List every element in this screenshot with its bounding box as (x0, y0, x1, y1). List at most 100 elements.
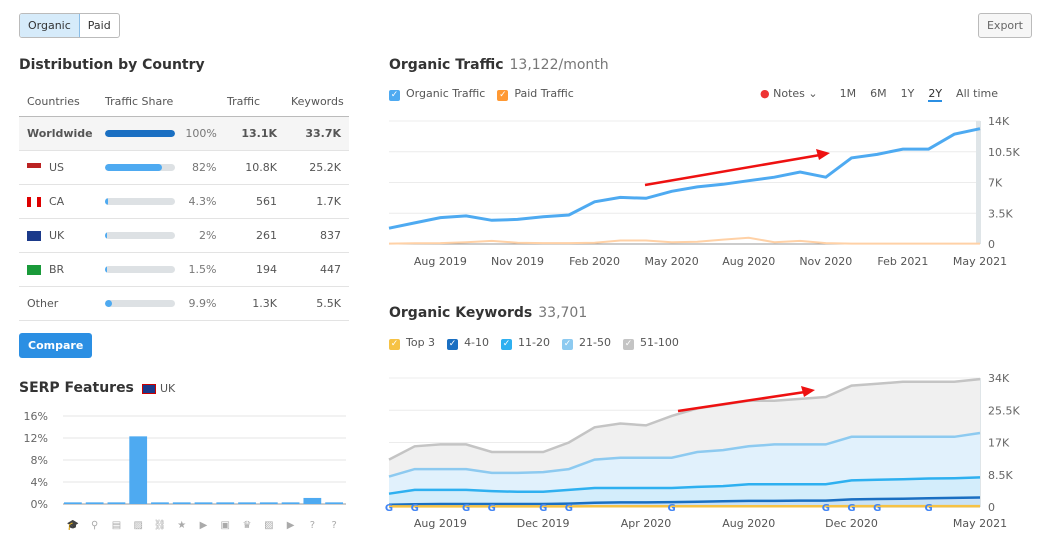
range-all-time[interactable]: All time (956, 87, 999, 100)
tab-organic[interactable]: Organic (20, 14, 80, 37)
paid-traffic-line (388, 236, 980, 245)
country-name: US (49, 160, 65, 174)
note-icon: ● (760, 87, 770, 100)
legend-top-3[interactable]: ✓ Top 3 (389, 336, 435, 350)
x-tick-label: Dec 2019 (517, 517, 570, 530)
notes-button[interactable]: ● Notes ⌄ (760, 87, 818, 100)
local-pack-icon: ⚲ (91, 520, 98, 531)
compare-button[interactable]: Compare (19, 333, 93, 358)
traffic-value[interactable]: 561 (227, 184, 285, 219)
country-row[interactable]: Other 9.9% 1.3K 5.5K (19, 286, 349, 321)
google-update-icon: G (565, 503, 573, 514)
serp-region: UK (142, 382, 175, 395)
share-percent: 100% (185, 126, 217, 140)
traffic-value[interactable]: 261 (227, 218, 285, 253)
google-update-icon: G (873, 503, 881, 514)
serp-title: SERP Features (19, 380, 134, 396)
legend-51-100[interactable]: ✓ 51-100 (622, 336, 679, 350)
export-button[interactable]: Export (977, 13, 1032, 38)
checkbox-icon: ✓ (389, 90, 400, 101)
y-tick-label: 34K (988, 372, 1010, 385)
google-update-icon: G (462, 503, 470, 514)
country-row[interactable]: US 82% 10.8K 25.2K (19, 150, 349, 185)
keywords-value[interactable]: 837 (285, 218, 349, 253)
video-icon: ▶ (200, 520, 208, 531)
traffic-value: 1.3K (227, 286, 285, 321)
people-also-ask-icon: ? (331, 520, 336, 531)
checkbox-icon: ✓ (389, 339, 400, 350)
share-bar (105, 266, 175, 273)
legend-organic[interactable]: ✓ Organic Traffic (389, 87, 485, 101)
share-percent: 4.3% (188, 194, 217, 208)
top-stories-icon: ▤ (112, 520, 121, 531)
traffic-value[interactable]: 194 (227, 252, 285, 287)
serp-bar-reviews (172, 502, 191, 504)
ca-flag-icon (27, 196, 41, 207)
country-row[interactable]: Worldwide 100% 13.1K 33.7K (19, 116, 349, 151)
google-update-icon: G (411, 503, 419, 514)
share-bar (105, 130, 175, 137)
br-flag-icon (27, 264, 41, 275)
keywords-title: Organic Keywords (389, 305, 533, 321)
x-tick-label: Feb 2021 (877, 255, 928, 268)
country-row[interactable]: CA 4.3% 561 1.7K (19, 184, 349, 219)
country-name: UK (49, 228, 65, 242)
range-1m[interactable]: 1M (839, 87, 857, 100)
traffic-legend: ✓ Organic Traffic ✓ Paid Traffic (389, 87, 574, 101)
legend-label: 11-20 (518, 336, 550, 349)
y-tick-label: 0 (988, 501, 995, 514)
country-name: Other (27, 296, 59, 310)
line-11-20 (388, 476, 981, 495)
range-2y[interactable]: 2Y (928, 87, 943, 102)
organic-traffic-line (388, 127, 981, 230)
legend-label: 4-10 (464, 336, 490, 349)
featured-snippet-icon: 🎓 (67, 519, 79, 531)
country-row[interactable]: BR 1.5% 194 447 (19, 252, 349, 287)
serp-bar-knowledge-panel (238, 502, 256, 504)
x-tick-label: Feb 2020 (569, 255, 620, 268)
tab-paid[interactable]: Paid (87, 19, 111, 32)
line-21-50 (388, 431, 981, 478)
checkbox-icon: ✓ (447, 339, 459, 350)
traffic-chart: 0 3.5K 7K 10.5K 14K Aug 2019 Nov 2019 Feb 2020 M… (388, 115, 1020, 268)
y-tick-label: 14K (988, 115, 1010, 128)
country-row[interactable]: UK 2% 261 837 (19, 218, 349, 253)
legend-paid-label: Paid Traffic (514, 87, 574, 100)
sitelinks-icon: ⛓ (154, 519, 167, 531)
range-1y[interactable]: 1Y (900, 87, 915, 100)
checkbox-icon: ✓ (501, 339, 513, 350)
legend-paid[interactable]: ✓ Paid Traffic (497, 87, 574, 101)
share-bar (105, 198, 175, 205)
serp-bar-faq (303, 497, 322, 504)
image-pack-icon: ▨ (133, 520, 142, 531)
keywords-value: 33.7K (285, 116, 349, 151)
keywords-value[interactable]: 447 (285, 252, 349, 287)
legend-11-20[interactable]: ✓ 11-20 (501, 336, 550, 350)
x-tick-label: Aug 2019 (414, 517, 467, 530)
serp-chart: 0% 4% 8% 12% 16% 🎓 ⚲ ▤ ▨ ⛓ ★ ▶ ▣ ♛ ▨ ▶?? (24, 410, 346, 531)
country-name: CA (49, 194, 65, 208)
x-tick-label: Aug 2019 (414, 255, 467, 268)
legend-4-10[interactable]: ✓ 4-10 (447, 336, 489, 350)
x-tick-label: May 2020 (645, 255, 699, 268)
traffic-value[interactable]: 10.8K (227, 150, 285, 185)
range-6m[interactable]: 6M (870, 87, 887, 100)
col-traffic: Traffic (227, 88, 285, 117)
google-update-icon: G (385, 503, 393, 514)
serp-bar-featured-video (216, 502, 235, 504)
keywords-value[interactable]: 25.2K (285, 150, 349, 185)
share-percent: 9.9% (188, 296, 217, 310)
col-keywords: Keywords (285, 88, 349, 117)
legend-label: 51-100 (639, 336, 679, 349)
traffic-value: 13,122/month (509, 57, 609, 73)
legend-21-50[interactable]: ✓ 21-50 (562, 336, 611, 350)
share-percent: 2% (199, 228, 217, 242)
col-traffic-share: Traffic Share (105, 88, 227, 117)
country-title: Distribution by Country (19, 57, 205, 73)
legend-label: Top 3 (406, 336, 436, 349)
serp-bar-local-pack (85, 502, 104, 504)
featured-video-icon: ▣ (221, 520, 230, 531)
keywords-value[interactable]: 1.7K (285, 184, 349, 219)
y-tick-label: 0% (31, 498, 48, 511)
checkbox-icon: ✓ (497, 90, 509, 101)
